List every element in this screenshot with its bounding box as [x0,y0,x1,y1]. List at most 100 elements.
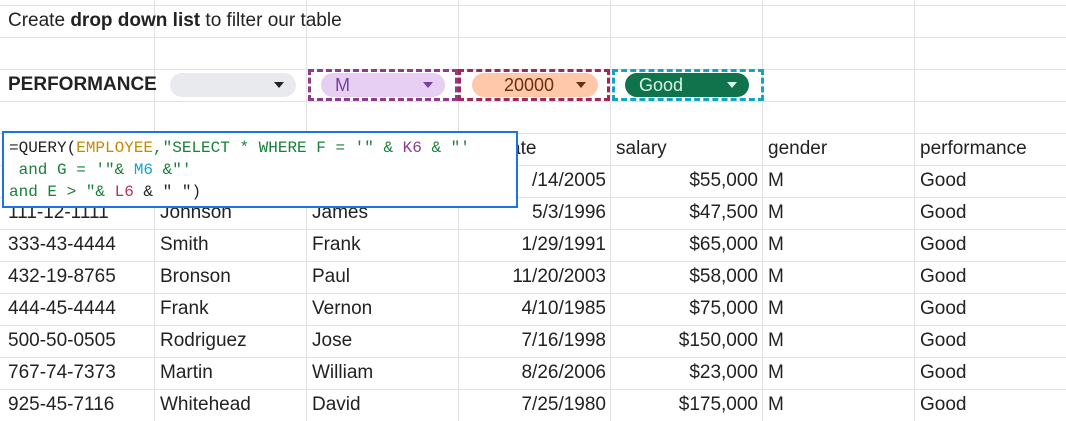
cell-gender[interactable]: M [768,394,784,415]
grid-row-line [0,5,1066,6]
header-gender[interactable]: gender [768,138,828,159]
performance-label[interactable]: PERFORMANCE [8,74,157,95]
dropdown-blank[interactable] [170,73,296,97]
cell-gender[interactable]: M [768,170,784,191]
formula-token-ref-k6: K6 [402,139,422,157]
cell-gender[interactable]: M [768,266,784,287]
cell-id[interactable]: 767-74-7373 [8,362,116,383]
salary-highlight [458,69,610,101]
cell-gender[interactable]: M [768,362,784,383]
cell-first[interactable]: Frank [312,234,361,255]
cell-performance[interactable]: Good [920,330,967,351]
cell-date[interactable]: 7/16/1998 [521,330,606,351]
cell-last[interactable]: Martin [160,362,213,383]
cell-performance[interactable]: Good [920,394,967,415]
title-prefix: Create [8,10,71,31]
formula-token: & " ") [133,183,202,201]
cell-last[interactable]: Rodriguez [160,330,247,351]
formula-token-string: and E > "& [9,183,115,201]
cell-salary[interactable]: $65,000 [689,234,758,255]
cell-performance[interactable]: Good [920,298,967,319]
grid-row-line [0,261,1066,262]
header-date[interactable]: ate [510,138,537,159]
cell-performance[interactable]: Good [920,170,967,191]
cell-first[interactable]: William [312,362,374,383]
chevron-down-icon [274,82,284,88]
cell-salary[interactable]: $55,000 [689,170,758,191]
cell-gender[interactable]: M [768,234,784,255]
dropdown-performance-value: Good [639,75,684,95]
grid-row-line [0,101,1066,102]
grid-row-line [0,37,1066,38]
cell-performance[interactable]: Good [920,202,967,223]
cell-gender[interactable]: M [768,298,784,319]
formula-token-string: &"' [153,161,192,179]
cell-id[interactable]: 925-45-7116 [8,394,115,415]
grid-row-line [0,165,1066,166]
cell-salary[interactable]: $150,000 [678,330,758,351]
cell-date[interactable]: /14/2005 [532,170,606,191]
dropdown-salary-value: 20000 [504,75,555,95]
formula-token-ref-m6: M6 [133,161,154,179]
cell-performance[interactable]: Good [920,266,967,287]
grid-col-line [762,0,763,421]
cell-id[interactable]: 444-45-4444 [8,298,116,319]
cell-date[interactable]: 11/20/2003 [512,266,606,287]
title-bold: drop down list [70,10,201,31]
grid-row-line [0,389,1066,390]
dropdown-gender[interactable]: M [321,73,445,97]
header-performance[interactable]: performance [920,138,1027,159]
cell-salary[interactable]: $175,000 [678,394,758,415]
cell-date[interactable]: 5/3/1996 [532,202,606,223]
formula-token-range: EMPLOYEE [76,139,154,157]
grid-col-line [914,0,915,421]
cell-id[interactable]: 500-50-0505 [8,330,116,351]
grid-col-line [154,0,155,421]
dropdown-salary[interactable]: 20000 [472,73,598,97]
title-suffix: to filter our table [200,10,342,31]
formula-token: =QUERY( [9,139,77,157]
cell-date[interactable]: 8/26/2006 [521,362,606,383]
cell-performance[interactable]: Good [920,234,967,255]
cell-date[interactable]: 1/29/1991 [521,234,606,255]
grid-col-line [306,0,307,421]
formula-token-string: ,"SELECT * WHERE F = '" & [153,139,403,157]
grid-row-line [0,325,1066,326]
cell-last[interactable]: Frank [160,298,209,319]
chevron-down-icon [727,82,737,88]
cell-salary[interactable]: $75,000 [689,298,758,319]
sheet-title[interactable]: Create drop down list to filter our tabl… [8,5,342,37]
gender-highlight [308,69,458,101]
cell-last[interactable]: Whitehead [160,394,251,415]
dropdown-performance[interactable]: Good [625,73,749,97]
cell-first[interactable]: Vernon [312,298,373,319]
cell-salary[interactable]: $23,000 [689,362,758,383]
grid-row-line [0,357,1066,358]
cell-last[interactable]: Smith [160,234,209,255]
grid-row-line [0,197,1066,198]
cell-date[interactable]: 4/10/1985 [521,298,606,319]
cell-first[interactable]: Paul [312,266,351,287]
cell-salary[interactable]: $58,000 [689,266,758,287]
cell-id[interactable]: 432-19-8765 [8,266,116,287]
cell-id[interactable]: 333-43-4444 [8,234,116,255]
grid-row-line [0,229,1066,230]
cell-performance[interactable]: Good [920,362,967,383]
cell-gender[interactable]: M [768,330,784,351]
grid-row-line [0,133,1066,134]
cell-gender[interactable]: M [768,202,784,223]
header-salary[interactable]: salary [616,138,667,159]
cell-first[interactable]: David [312,394,361,415]
cell-first[interactable]: Jose [312,330,353,351]
cell-last[interactable]: Bronson [160,266,231,287]
cell-salary[interactable]: $47,500 [689,202,758,223]
formula-token-ref-l6: L6 [114,183,134,201]
grid-col-line [610,0,611,421]
formula-token-string: and G = '"& [9,161,134,179]
dropdown-gender-value: M [335,75,350,95]
chevron-down-icon [423,82,433,88]
grid-row-line [0,293,1066,294]
formula-editor[interactable]: =QUERY(EMPLOYEE,"SELECT * WHERE F = '" &… [2,131,518,208]
cell-date[interactable]: 7/25/1980 [521,394,606,415]
grid-col-line [458,0,459,421]
